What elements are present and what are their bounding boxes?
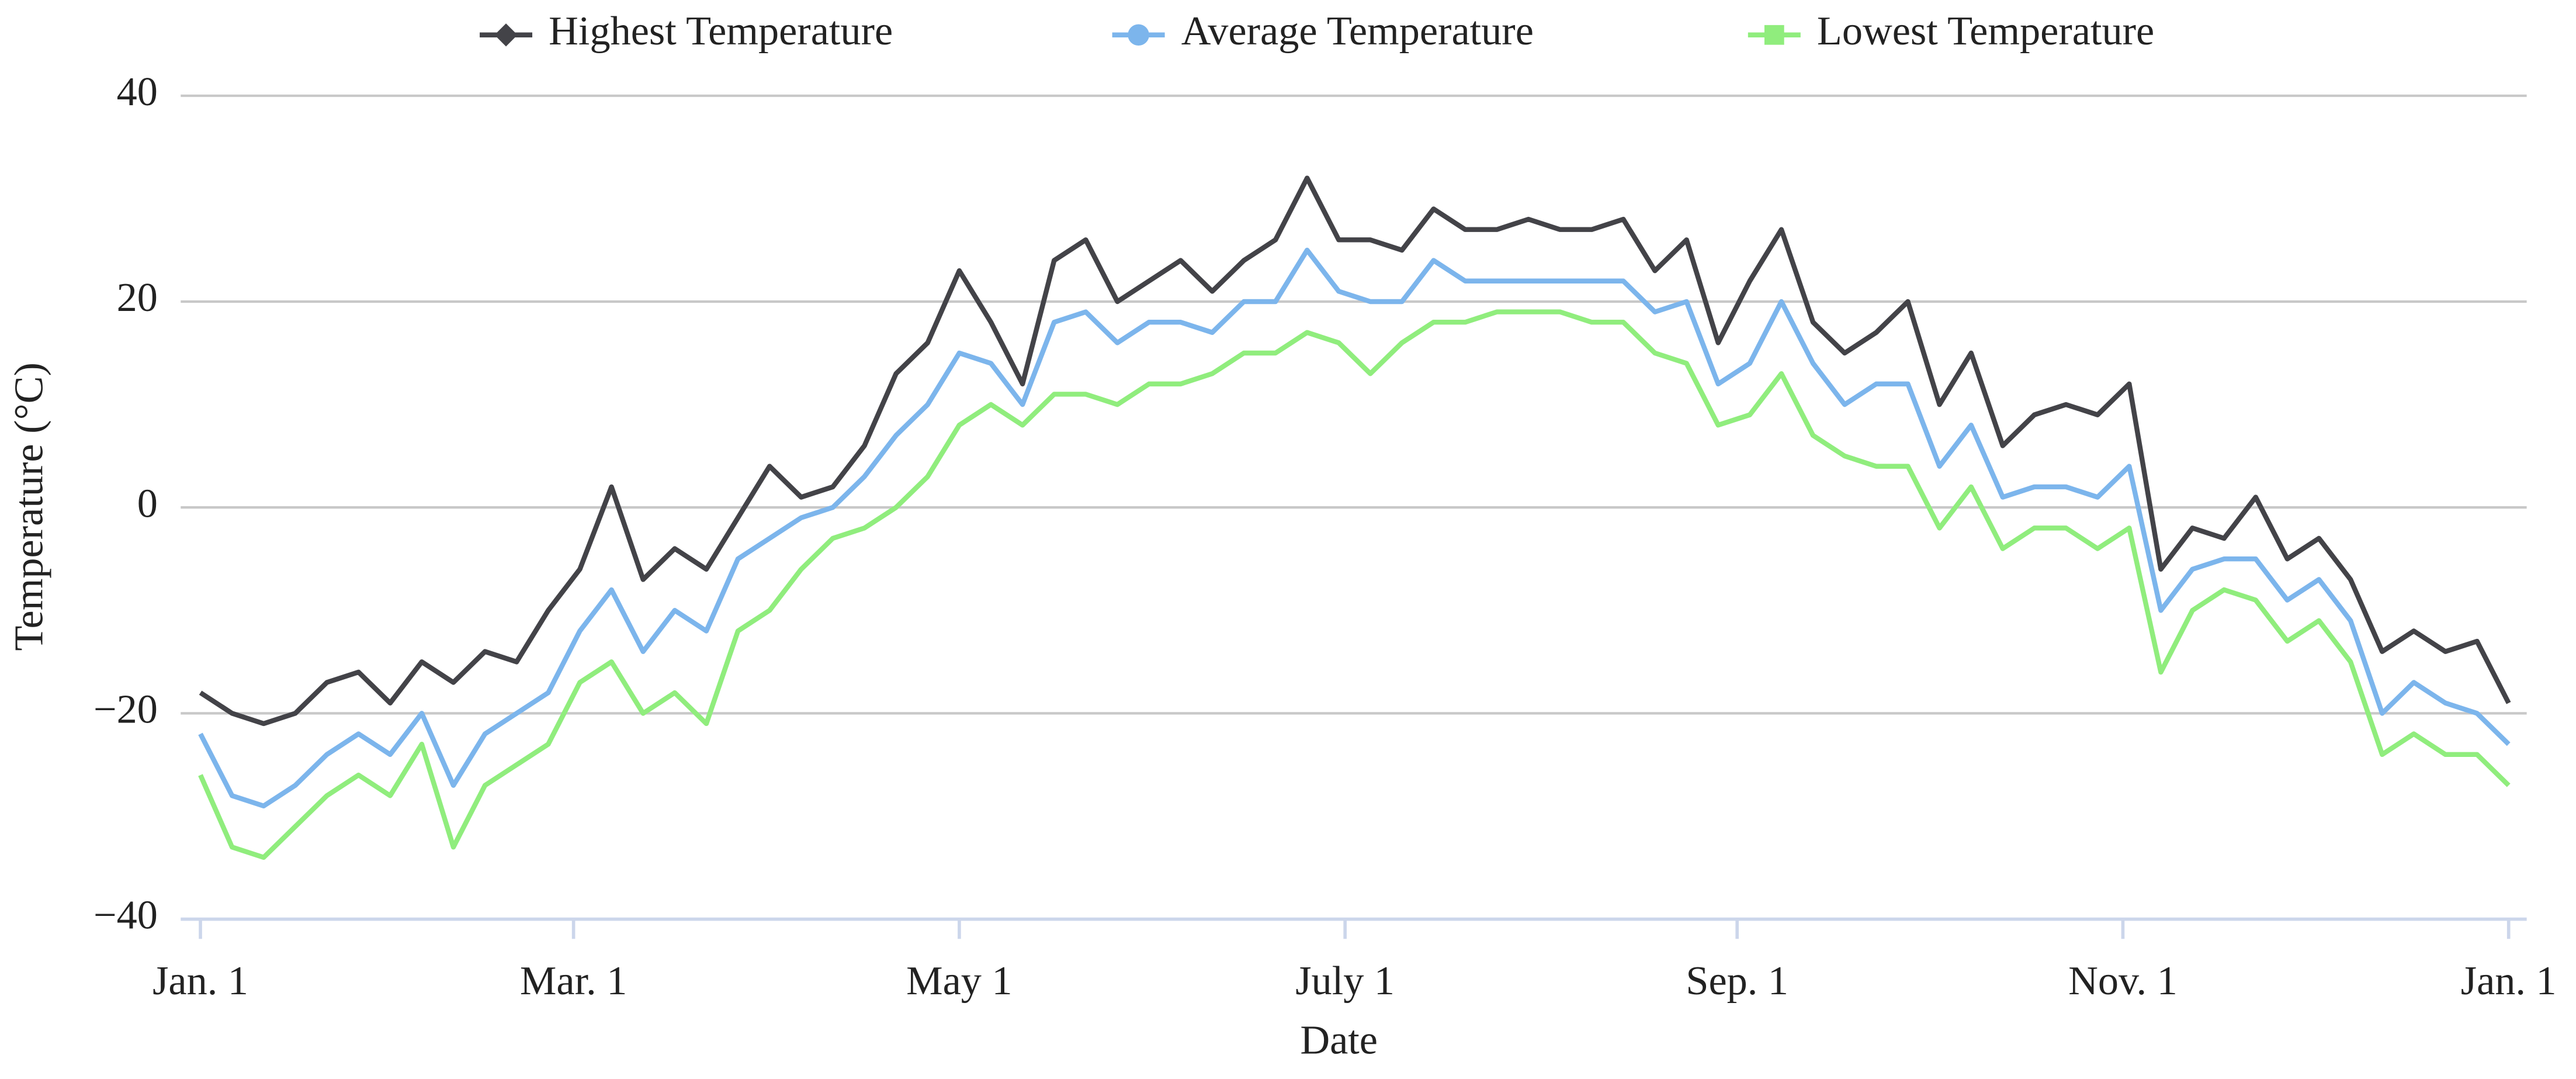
x-tick-label: Sep. 1 [1686,958,1788,1004]
series-line [199,175,2511,727]
legend-marker [1764,25,1784,45]
x-tick-label: Jan. 1 [2461,958,2557,1004]
y-axis-label: Temperature (°C) [6,362,51,651]
x-tick-label: May 1 [906,958,1013,1004]
y-tick-label: −40 [93,893,158,938]
y-tick-label: 20 [117,275,158,320]
x-tick-label: July 1 [1295,958,1395,1004]
x-axis-label: Date [1300,1017,1378,1063]
series-line [198,309,2511,860]
y-tick-label: 0 [137,480,158,526]
legend-label: Average Temperature [1181,8,1534,54]
x-tick-label: Jan. 1 [152,958,248,1004]
series-line [198,247,2511,809]
legend-marker [1128,24,1149,46]
x-tick-label: Mar. 1 [520,958,627,1004]
legend-marker [494,23,518,47]
legend-label: Highest Temperature [549,8,893,54]
y-tick-label: 40 [117,69,158,115]
x-tick-label: Nov. 1 [2068,958,2178,1004]
legend-label: Lowest Temperature [1817,8,2154,54]
y-tick-label: −20 [93,686,158,732]
